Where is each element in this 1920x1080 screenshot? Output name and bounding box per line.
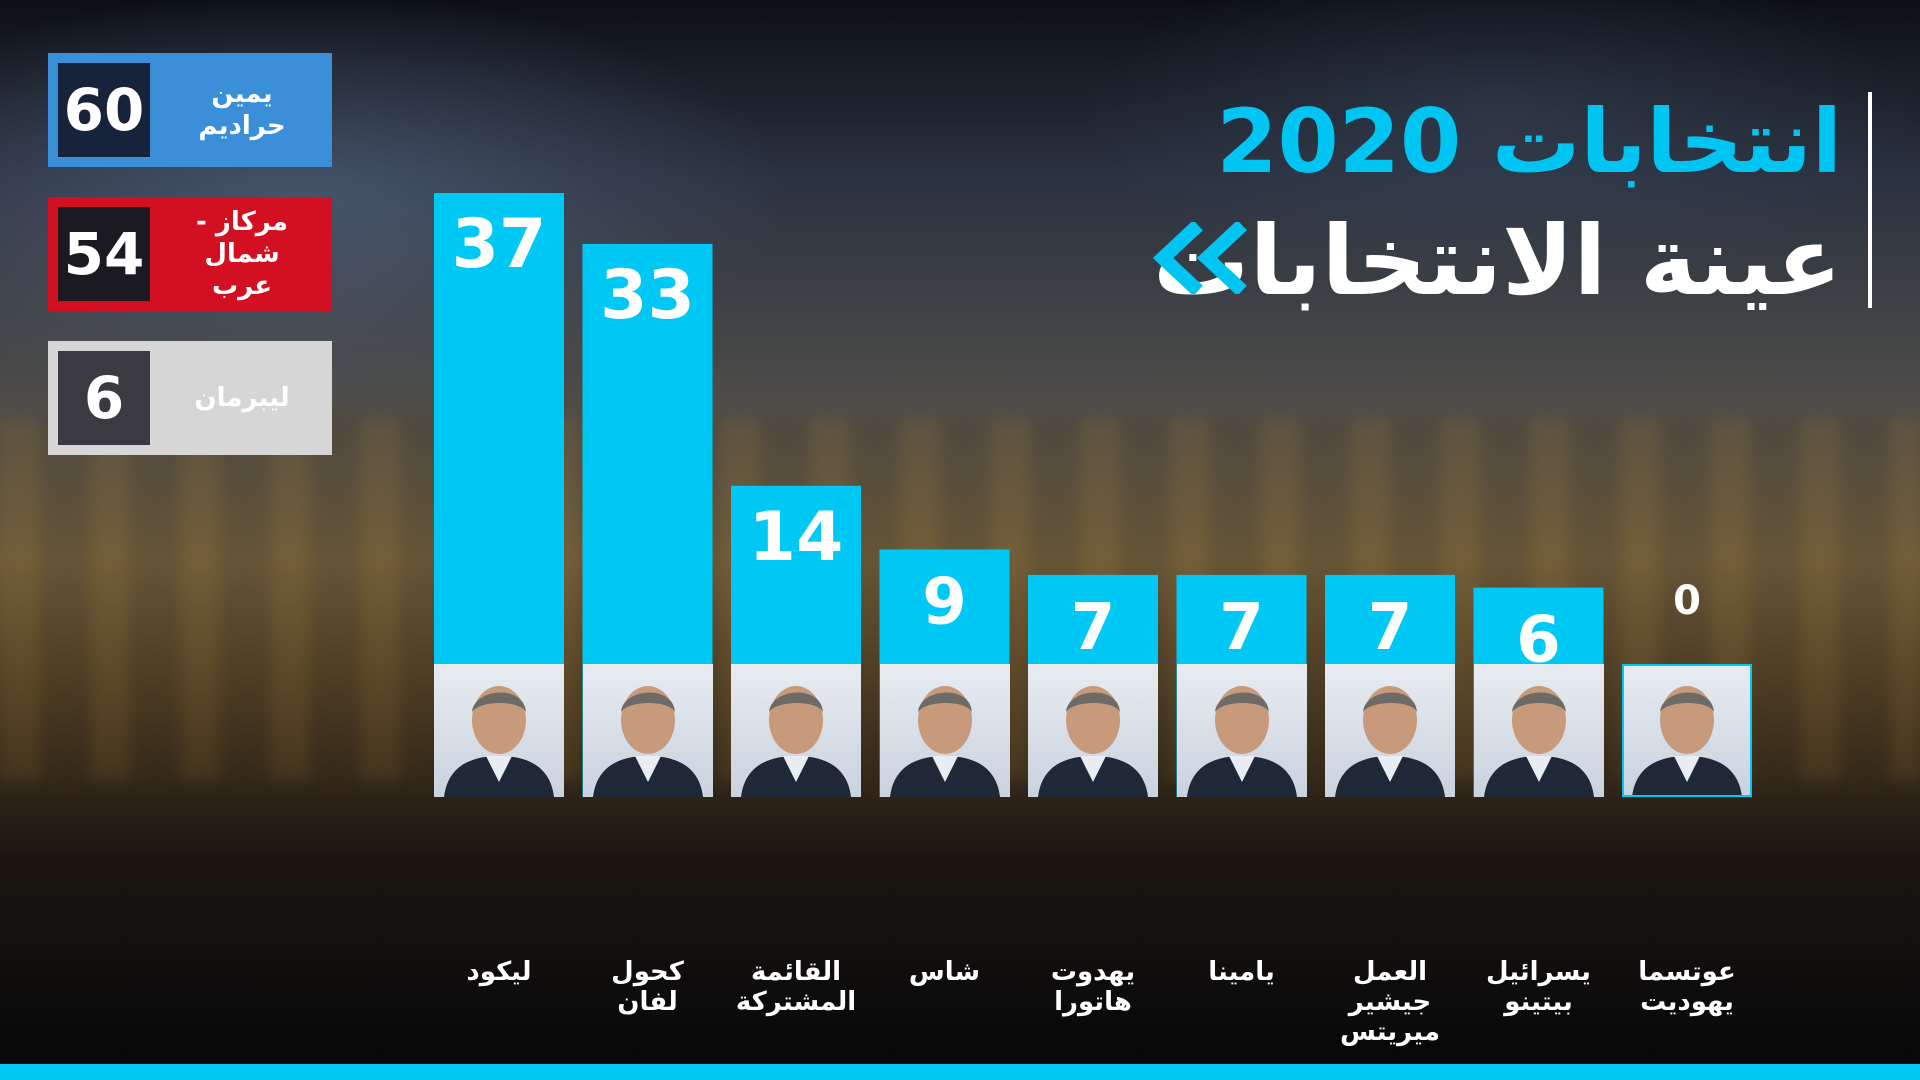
category-label-line: يامينا: [1208, 957, 1275, 987]
candidate-portrait: [1028, 664, 1158, 797]
person-silhouette-icon: [1335, 686, 1445, 797]
person-silhouette-icon: [889, 686, 1000, 797]
category-label-line: يهوديت: [1640, 987, 1734, 1017]
category-label-line: عوتسما: [1638, 957, 1736, 987]
bar-value-label: 7: [1219, 591, 1264, 665]
bar-value-label: 33: [600, 256, 695, 335]
bloc-label-line: ليبرمان: [194, 383, 290, 413]
bloc-seat-count: 54: [58, 207, 150, 301]
candidate-portrait: [1622, 664, 1752, 797]
category-label: يامينا: [1172, 957, 1312, 987]
bloc-label-line: مركاز - شمال: [196, 207, 288, 269]
bloc-label-line: يمين: [211, 79, 273, 109]
candidate-portrait: [582, 664, 713, 797]
category-label-line: يسرائيل: [1486, 957, 1591, 987]
category-label-line: بيتينو: [1504, 987, 1573, 1017]
category-label-line: ليكود: [466, 957, 532, 987]
category-label: عوتسما يهوديت: [1617, 957, 1757, 1017]
category-label: يسرائيل بيتينو: [1469, 957, 1609, 1017]
candidate-portrait: [1325, 664, 1455, 797]
bloc-right-haredim: 60 يمين حراديم: [48, 53, 332, 167]
bar-value-label: 37: [452, 205, 547, 284]
category-label: العمل جيشير ميريتس: [1320, 957, 1460, 1047]
bar-value-label: 9: [922, 565, 967, 639]
double-chevron-left-icon: [1152, 222, 1247, 294]
person-silhouette-icon: [1186, 686, 1297, 797]
person-silhouette-icon: [741, 686, 851, 797]
bottom-accent-strip: [0, 1064, 1920, 1080]
category-label-line: يهدوت: [1050, 957, 1136, 987]
category-label-line: هاتورا: [1054, 987, 1132, 1017]
category-label-line: شاس: [908, 957, 981, 987]
bloc-label: مركاز - شمال عرب: [160, 197, 324, 311]
page-title: انتخابات 2020: [1216, 90, 1842, 193]
person-silhouette-icon: [592, 686, 703, 797]
category-label-line: ميريتس: [1339, 1017, 1440, 1047]
title-divider: [1868, 92, 1872, 308]
bloc-label-line: حراديم: [198, 111, 286, 141]
category-label-line: العمل: [1353, 957, 1427, 987]
bloc-center-left-arab: 54 مركاز - شمال عرب: [48, 197, 332, 311]
bar-value-label: 0: [1673, 578, 1701, 624]
candidate-portrait: [731, 664, 861, 797]
bloc-label: يمين حراديم: [160, 53, 324, 167]
category-label-line: كحول لفان: [611, 957, 684, 1017]
bloc-seat-count: 6: [58, 351, 150, 445]
candidate-portrait: [1176, 664, 1307, 797]
person-silhouette-icon: [444, 686, 554, 797]
category-label: القائمة المشتركة: [726, 957, 866, 1017]
bloc-label: ليبرمان: [160, 341, 324, 455]
bloc-label-line: عرب: [211, 271, 273, 301]
candidate-portrait: [1473, 664, 1604, 797]
page-subtitle: عينة الانتخابات: [1152, 205, 1842, 317]
bloc-lieberman: 6 ليبرمان: [48, 341, 332, 455]
category-label-line: المشتركة: [735, 987, 857, 1017]
bar-value-label: 7: [1368, 591, 1413, 665]
candidate-portrait: [434, 664, 564, 797]
bar-value-label: 14: [749, 498, 844, 577]
category-label-line: القائمة: [750, 957, 842, 987]
bar-value-label: 7: [1071, 591, 1116, 665]
category-label: شاس: [875, 957, 1015, 987]
person-silhouette-icon: [1038, 686, 1148, 797]
category-label: ليكود: [429, 957, 569, 987]
category-label: كحول لفان: [578, 957, 718, 1017]
person-silhouette-icon: [1632, 686, 1742, 797]
category-label-line: جيشير: [1348, 987, 1432, 1017]
candidate-portrait: [879, 664, 1010, 797]
person-silhouette-icon: [1483, 686, 1594, 797]
bloc-seat-count: 60: [58, 63, 150, 157]
category-label: يهدوت هاتورا: [1023, 957, 1163, 1017]
